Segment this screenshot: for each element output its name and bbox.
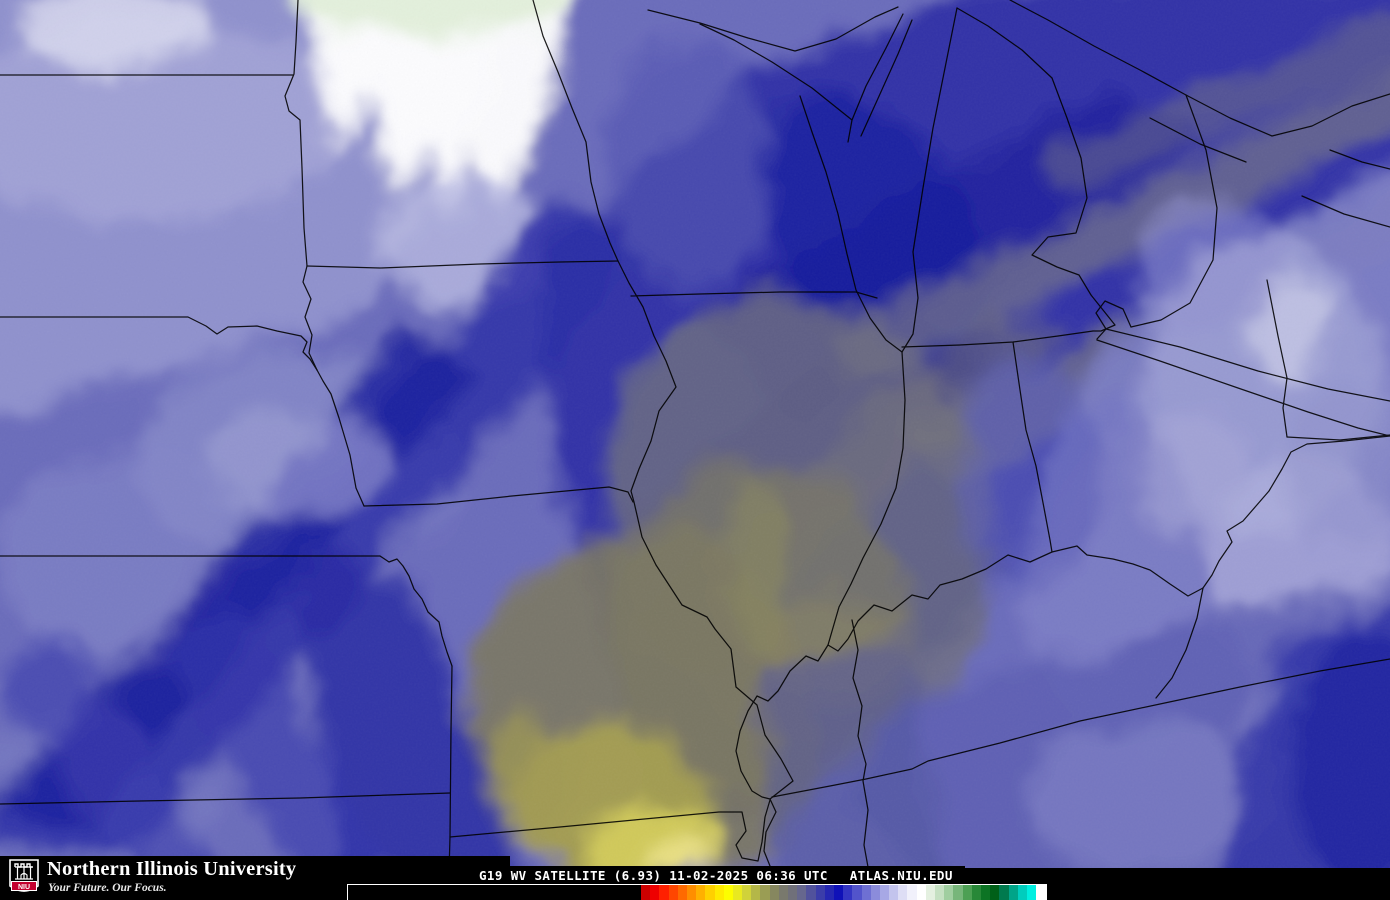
shore-michigan-thumb-saginaw	[1031, 77, 1116, 332]
shore-lake-michigan-west	[799, 95, 903, 353]
colorbar-cell	[824, 885, 834, 900]
shore-lake-erie-south	[1096, 339, 1390, 437]
colorbar-end-cap	[1036, 885, 1047, 900]
colorbar-black-segment	[348, 885, 641, 900]
border-il-in-wabash	[827, 351, 906, 646]
colorbar-cell	[999, 885, 1009, 900]
colorbar-cell	[705, 885, 715, 900]
border-wi-mi-up	[699, 23, 853, 121]
colorbar-cell	[742, 885, 752, 900]
border-mo-river-kc	[379, 555, 453, 667]
org-name: Northern Illinois University	[47, 858, 297, 880]
shore-green-bay	[847, 13, 904, 143]
border-wv-oh-river	[1202, 435, 1390, 589]
shore-door-peninsula	[860, 19, 913, 137]
shore-lake-ontario-a	[1329, 149, 1390, 170]
border-mo-ar-bootheel	[449, 799, 771, 862]
colorbar-cell	[944, 885, 954, 900]
niu-shield-label: NIU	[18, 884, 30, 891]
colorbar-cell	[815, 885, 825, 900]
colorbar-cell	[1008, 885, 1018, 900]
border-wi-il	[630, 291, 878, 299]
colorbar-cell	[889, 885, 899, 900]
caption-product: G19 WV SATELLITE (6.93)	[479, 868, 662, 883]
border-mn-west	[284, 0, 308, 267]
colorbar-cell	[971, 885, 981, 900]
colorbar-cell	[686, 885, 697, 900]
caption-site: ATLAS.NIU.EDU	[849, 868, 953, 883]
border-sd-ne	[0, 316, 318, 371]
shore-huron-northeast	[1009, 0, 1187, 96]
border-ky-east	[1155, 587, 1204, 699]
colorbar-cell	[843, 885, 853, 900]
shore-lake-erie-north	[1105, 328, 1390, 402]
colorbar-cell	[668, 885, 678, 900]
colorbar-cell	[714, 885, 724, 900]
border-in-oh	[1012, 341, 1053, 553]
colorbar-cell	[925, 885, 935, 900]
colorbar-cell	[916, 885, 926, 900]
colorbar-cell	[788, 885, 798, 900]
colorbar-cell	[650, 885, 660, 900]
border-oh-pa	[1282, 377, 1288, 438]
river-tennessee	[851, 619, 871, 900]
border-ky-tn	[771, 658, 1390, 798]
colorbar-cell	[732, 885, 743, 900]
border-ks-ok	[0, 792, 451, 805]
border-mo-ia	[363, 486, 634, 507]
colorbar-cell	[769, 885, 779, 900]
shore-lake-st-clair	[1095, 300, 1132, 340]
caption-timestamp: 11-02-2025 06:36 UTC	[669, 868, 828, 883]
shore-georgian-bay	[1185, 93, 1390, 137]
colorbar-cell	[806, 885, 816, 900]
shore-bruce-peninsula	[1149, 117, 1247, 163]
border-mo-west	[449, 665, 453, 838]
colorbar-cell	[879, 885, 890, 900]
border-sd-ia	[302, 265, 318, 371]
colorbar-cell	[760, 885, 770, 900]
colorbar-cell	[751, 885, 761, 900]
colorbar-cell	[990, 885, 1000, 900]
colorbar-cell	[677, 885, 687, 900]
border-pa-wv	[1286, 434, 1390, 441]
colorbar-cell	[797, 885, 807, 900]
caption-bar: G19 WV SATELLITE (6.93) 11-02-2025 06:36…	[455, 866, 965, 886]
shore-lake-superior	[647, 6, 899, 52]
colorbar	[347, 884, 1047, 900]
border-mn-ia	[306, 260, 619, 269]
colorbar-cell	[870, 885, 880, 900]
colorbar-cell	[962, 885, 972, 900]
border-ia-ne-missouri-river	[316, 369, 365, 507]
colorbar-cell	[861, 885, 871, 900]
colorbar-cell	[980, 885, 991, 900]
colorbar-cell	[898, 885, 908, 900]
colorbar-cell	[696, 885, 706, 900]
shore-lake-ontario-b	[1301, 195, 1390, 228]
colorbar-cell	[723, 885, 733, 900]
colorbar-cell	[953, 885, 963, 900]
shore-huron-northwest	[956, 7, 1053, 79]
colorbar-cell	[659, 885, 669, 900]
niu-shield-icon: NIU	[9, 859, 39, 892]
org-tagline: Your Future. Our Focus.	[48, 882, 167, 894]
border-ontario-erie	[1266, 279, 1288, 379]
colorbar-cell	[1026, 885, 1037, 900]
shore-huron-southeast	[1130, 94, 1218, 328]
colorbar-cell	[641, 885, 651, 900]
border-ohio-river	[735, 545, 1204, 800]
colorbar-cell	[935, 885, 945, 900]
shore-lake-michigan-east	[901, 7, 958, 353]
colorbar-cell	[1017, 885, 1027, 900]
colorbar-cell	[907, 885, 917, 900]
colorbar-cell	[833, 885, 844, 900]
colorbar-cell	[778, 885, 788, 900]
colorbar-cell	[852, 885, 862, 900]
